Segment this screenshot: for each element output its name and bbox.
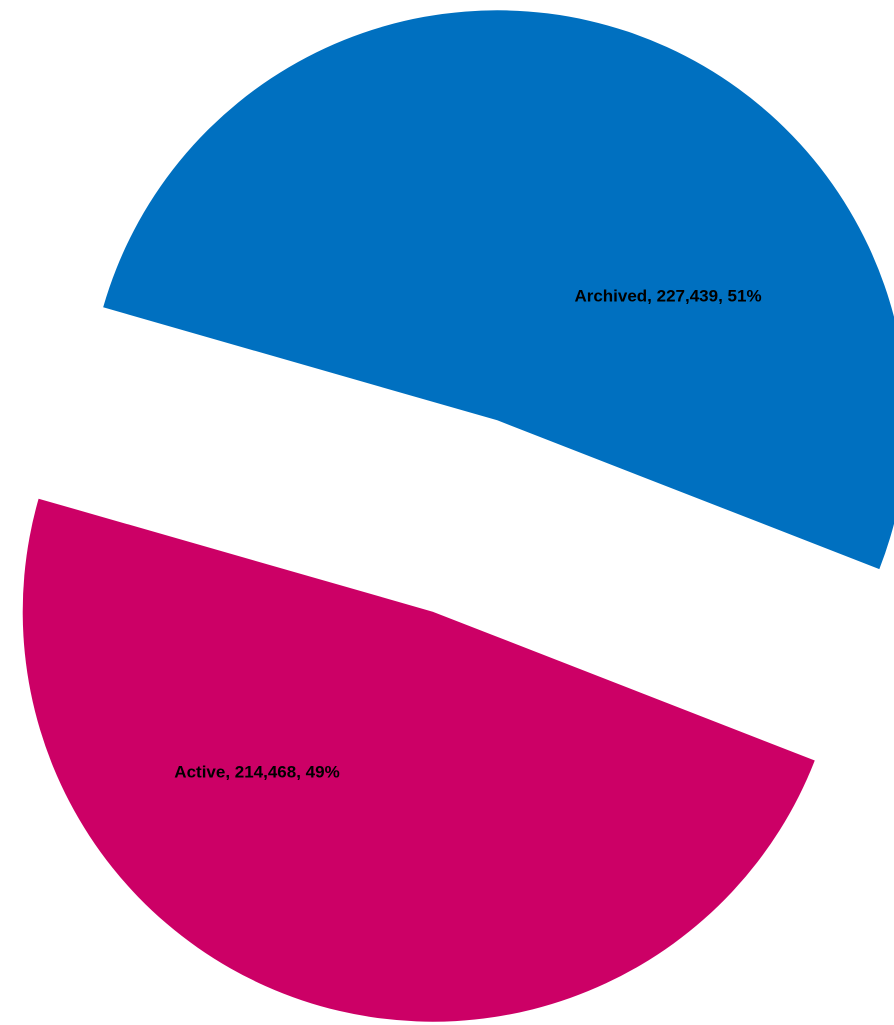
pie-slice xyxy=(22,498,815,1022)
pie-slice xyxy=(103,10,894,570)
data-label: Active, 214,468, 49% xyxy=(174,762,339,781)
data-label: Archived, 227,439, 51% xyxy=(574,286,761,305)
